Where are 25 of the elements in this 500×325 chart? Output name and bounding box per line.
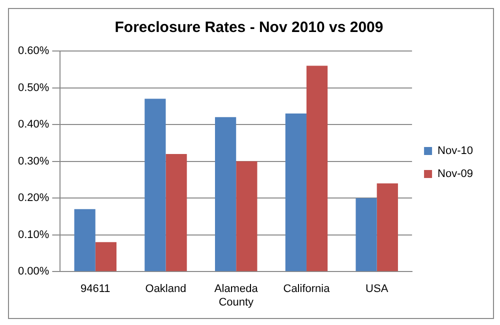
x-tick-label: Oakland xyxy=(145,283,186,296)
y-tick-label: 0.00% xyxy=(18,266,50,278)
y-tick-label: 0.10% xyxy=(18,228,50,241)
bar xyxy=(306,66,328,272)
chart-title: Foreclosure Rates - Nov 2010 vs 2009 xyxy=(114,19,384,36)
y-tick-label: 0.20% xyxy=(18,192,50,204)
y-tick-label: 0.50% xyxy=(18,82,50,94)
x-tick-label: Alameda County xyxy=(214,283,259,308)
bar xyxy=(74,209,96,272)
x-tick-label: USA xyxy=(366,283,389,296)
y-tick-label: 0.40% xyxy=(18,118,50,131)
bar xyxy=(376,183,398,272)
bar xyxy=(144,98,166,272)
bar xyxy=(356,198,377,272)
bar xyxy=(236,161,258,272)
y-tick-label: 0.30% xyxy=(18,155,50,168)
y-tick-label: 0.60% xyxy=(18,45,50,58)
bar xyxy=(166,154,187,272)
x-tick-label: 94611 xyxy=(80,283,110,296)
bar xyxy=(215,117,236,272)
legend-label: Nov-10 xyxy=(438,145,474,158)
x-tick-label: California xyxy=(283,283,331,296)
bar xyxy=(285,114,306,272)
legend-label: Nov-09 xyxy=(438,168,474,180)
bar xyxy=(95,242,116,272)
